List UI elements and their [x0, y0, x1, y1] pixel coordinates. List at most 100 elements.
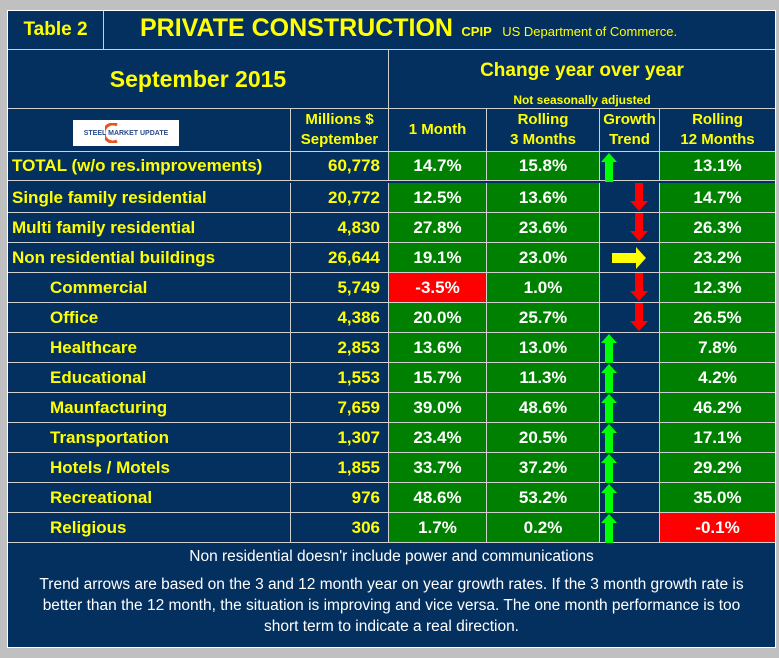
logo-swoosh-icon	[105, 123, 118, 143]
row-change-rolling-12: 14.7%	[660, 183, 775, 213]
up-arrow-icon	[601, 153, 617, 182]
period-heading: September 2015	[8, 50, 389, 109]
row-label: Recreational	[8, 483, 291, 513]
row-value-millions: 5,749	[291, 273, 389, 303]
col-header-rolling-12-line1: Rolling	[692, 111, 743, 128]
row-label: Healthcare	[8, 333, 291, 363]
row-change-1-month: 23.4%	[389, 423, 487, 453]
up-arrow-icon	[601, 514, 617, 543]
row-label: Hotels / Motels	[8, 453, 291, 483]
row-growth-trend	[600, 423, 660, 453]
row-value-millions: 4,386	[291, 303, 389, 333]
row-change-1-month: 14.7%	[389, 152, 487, 181]
row-value-millions: 306	[291, 513, 389, 543]
page-title: PRIVATE CONSTRUCTION	[140, 14, 453, 42]
table-frame: Table 2 PRIVATE CONSTRUCTION CPIP US Dep…	[7, 10, 776, 648]
row-growth-trend	[600, 483, 660, 513]
down-arrow-icon	[630, 273, 648, 301]
row-label: Commercial	[8, 273, 291, 303]
row-growth-trend	[600, 363, 660, 393]
row-change-rolling-3: 13.6%	[487, 183, 600, 213]
row-growth-trend	[600, 213, 660, 243]
row-change-rolling-3: 53.2%	[487, 483, 600, 513]
row-value-millions: 20,772	[291, 183, 389, 213]
steel-market-update-logo: STEEL MARKET UPDATE	[73, 120, 179, 146]
row-growth-trend	[600, 243, 660, 273]
row-value-millions: 26,644	[291, 243, 389, 273]
row-label: Non residential buildings	[8, 243, 291, 273]
row-growth-trend	[600, 513, 660, 543]
col-header-millions-line2: September	[300, 131, 379, 148]
row-change-rolling-12: 17.1%	[660, 423, 775, 453]
col-header-millions: Millions $ September	[291, 109, 389, 152]
row-change-rolling-3: 1.0%	[487, 273, 600, 303]
row-change-rolling-3: 11.3%	[487, 363, 600, 393]
row-value-millions: 4,830	[291, 213, 389, 243]
row-label: Religious	[8, 513, 291, 543]
row-change-rolling-3: 37.2%	[487, 453, 600, 483]
row-change-rolling-3: 15.8%	[487, 152, 600, 181]
row-change-1-month: -3.5%	[389, 273, 487, 303]
down-arrow-icon	[630, 213, 648, 241]
row-value-millions: 1,855	[291, 453, 389, 483]
row-change-rolling-12: 13.1%	[660, 152, 775, 181]
title-group: PRIVATE CONSTRUCTION CPIP US Department …	[140, 14, 677, 43]
adjust-note: Not seasonally adjusted	[513, 93, 651, 107]
up-arrow-icon	[601, 364, 617, 393]
title-row: Table 2 PRIVATE CONSTRUCTION CPIP US Dep…	[8, 11, 775, 50]
row-label: Single family residential	[8, 183, 291, 213]
col-header-rolling-12: Rolling 12 Months	[660, 109, 775, 152]
row-change-rolling-3: 0.2%	[487, 513, 600, 543]
row-change-rolling-3: 23.0%	[487, 243, 600, 273]
source-text: US Department of Commerce.	[502, 24, 678, 39]
row-growth-trend	[600, 453, 660, 483]
row-change-rolling-12: 12.3%	[660, 273, 775, 303]
row-change-1-month: 15.7%	[389, 363, 487, 393]
row-change-1-month: 1.7%	[389, 513, 487, 543]
table-label: Table 2	[8, 11, 104, 49]
row-change-rolling-12: 46.2%	[660, 393, 775, 423]
row-growth-trend	[600, 393, 660, 423]
col-header-growth-trend: Growth Trend	[600, 109, 660, 152]
up-arrow-icon	[601, 484, 617, 513]
row-value-millions: 1,553	[291, 363, 389, 393]
footer: Non residential doesn'r include power an…	[8, 544, 775, 647]
row-label: Maunfacturing	[8, 393, 291, 423]
row-change-rolling-12: 29.2%	[660, 453, 775, 483]
row-label: Educational	[8, 363, 291, 393]
col-header-rolling-3-line1: Rolling	[517, 111, 569, 128]
up-arrow-icon	[601, 334, 617, 363]
row-label: Transportation	[8, 423, 291, 453]
row-change-1-month: 12.5%	[389, 183, 487, 213]
row-value-millions: 976	[291, 483, 389, 513]
change-heading-block: Change year over year Not seasonally adj…	[389, 50, 775, 109]
row-label: Multi family residential	[8, 213, 291, 243]
row-value-millions: 2,853	[291, 333, 389, 363]
col-header-rolling-3: Rolling 3 Months	[487, 109, 600, 152]
col-header-growth-trend-line1: Growth	[603, 111, 656, 128]
up-arrow-icon	[601, 394, 617, 423]
row-growth-trend	[600, 183, 660, 213]
row-change-1-month: 27.8%	[389, 213, 487, 243]
down-arrow-icon	[630, 183, 648, 211]
row-change-1-month: 20.0%	[389, 303, 487, 333]
footer-explanation: Trend arrows are based on the 3 and 12 m…	[39, 576, 744, 635]
row-change-rolling-12: -0.1%	[660, 513, 775, 543]
row-change-rolling-3: 25.7%	[487, 303, 600, 333]
row-change-rolling-12: 23.2%	[660, 243, 775, 273]
row-growth-trend	[600, 273, 660, 303]
up-arrow-icon	[601, 424, 617, 453]
row-change-1-month: 13.6%	[389, 333, 487, 363]
right-arrow-icon	[612, 247, 646, 269]
row-change-1-month: 39.0%	[389, 393, 487, 423]
footer-note: Non residential doesn'r include power an…	[189, 548, 594, 565]
col-header-1-month: 1 Month	[389, 109, 487, 152]
row-change-rolling-12: 4.2%	[660, 363, 775, 393]
row-growth-trend	[600, 152, 660, 182]
row-value-millions: 60,778	[291, 152, 389, 181]
logo-cell: STEEL MARKET UPDATE	[8, 109, 291, 152]
col-header-rolling-12-line2: 12 Months	[680, 131, 755, 148]
down-arrow-icon	[630, 303, 648, 331]
col-header-millions-line1: Millions $	[305, 111, 374, 128]
change-heading: Change year over year	[480, 60, 684, 81]
